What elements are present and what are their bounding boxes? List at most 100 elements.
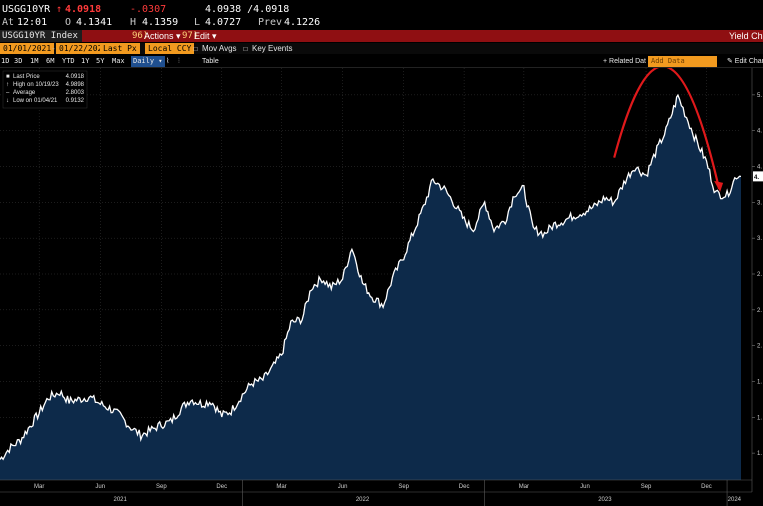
up-arrow-icon: ↑ (56, 4, 63, 15)
legend-box (2, 70, 88, 109)
x-tick-label: Dec (701, 484, 712, 490)
last-price-swatch-icon: ■ (6, 74, 10, 80)
last-value-tag-text: 4. (754, 175, 759, 181)
related-date-button[interactable]: + Related Dat (603, 58, 646, 65)
edit-menu[interactable]: Edit ▾ (194, 31, 217, 41)
year-label: 2024 (728, 497, 742, 503)
y-tick-label: 1. (757, 451, 762, 457)
y-tick-label: 2. (757, 344, 762, 350)
legend-label: Low on 01/04/21 (13, 98, 58, 104)
legend-value: 4.0918 (66, 74, 85, 80)
x-tick-label: Mar (519, 484, 529, 490)
y-tick-label: 5. (757, 93, 762, 99)
net-change: -.0307 (130, 4, 167, 15)
year-label: 2021 (114, 497, 128, 503)
y-axis: 1. 1. 1. 2. 2. 2. 3. 3. 4. 4. 5. (752, 93, 762, 457)
last-value-tag-group: 4. (753, 171, 763, 182)
end-date-field[interactable]: 01/22/2024 (56, 43, 111, 54)
x-tick-label: Jun (580, 484, 590, 490)
period-ytd[interactable]: YTD (62, 57, 75, 65)
x-tick-label: Mar (276, 484, 286, 490)
period-max[interactable]: Max (112, 57, 125, 65)
add-data-field[interactable]: Add Data (648, 56, 717, 67)
ticker-symbol[interactable]: USGG10YR (2, 4, 51, 15)
x-tick-label: Mar (34, 484, 44, 490)
edit-chart-button[interactable]: ✎ Edit Char (727, 58, 763, 65)
y-tick-label: 3. (757, 200, 762, 206)
x-tick-label: Sep (398, 484, 409, 490)
prev-value: 4.1226 (284, 17, 321, 28)
annotation (613, 68, 724, 192)
x-tick-label: Jun (95, 484, 105, 490)
table-button[interactable]: Table (202, 58, 219, 65)
mov-avgs-label: Mov Avgs (202, 44, 237, 53)
x-tick-label: Dec (459, 484, 470, 490)
low-arrow-icon: ↓ (6, 98, 9, 104)
high-value: 4.1359 (142, 17, 179, 28)
high-label: H (130, 17, 137, 28)
chart-type-title: Yield Cha (729, 31, 763, 41)
legend-label: Last Price (13, 74, 40, 80)
key-events-checkbox[interactable]: ☐ (243, 44, 248, 53)
legend-label: Average (13, 90, 36, 96)
prev-label: Prev (258, 17, 283, 28)
y-tick-label: 4. (757, 129, 762, 135)
mov-avgs-checkbox[interactable]: ☐ (193, 44, 198, 53)
security-field[interactable]: USGG10YR Index (0, 30, 82, 42)
start-date-field[interactable]: 01/01/2021 (0, 43, 55, 54)
legend-value: 0.9132 (66, 98, 85, 104)
legend-value: 4.9898 (66, 82, 85, 88)
area-fill (0, 95, 741, 480)
time-label: At (2, 17, 15, 28)
y-tick-label: 2. (757, 308, 762, 314)
low-label: L (194, 17, 201, 28)
average-dash-icon: – (6, 90, 10, 96)
yield-chart[interactable]: 1. 1. 1. 2. 2. 2. 3. 3. 4. 4. 5. Mar Jun Sep Dec Mar Ju… (0, 68, 763, 506)
y-tick-label: 4. (757, 165, 762, 171)
period-6m[interactable]: 6M (46, 57, 55, 65)
key-events-label: Key Events (252, 44, 293, 53)
open-label: O (65, 17, 72, 28)
x-tick-label: Sep (641, 484, 652, 490)
y-tick-label: 2. (757, 272, 762, 278)
period-1m[interactable]: 1M (30, 57, 39, 65)
quote-header: USGG10YR ↑ 4.0918 -.0307 4.0938 /4.0918 … (0, 0, 763, 30)
arrowhead-icon (714, 180, 724, 192)
period-1y[interactable]: 1Y (81, 57, 90, 65)
legend-label: High on 10/19/23 (13, 82, 59, 88)
actions-menu[interactable]: Actions ▾ (144, 31, 181, 41)
currency-select[interactable]: Local CCY (145, 43, 195, 54)
edit-number: 97) (182, 31, 199, 41)
legend: ■ Last Price 4.0918 ↑ High on 10/19/23 4.9898… (2, 70, 88, 109)
last-price: 4.0918 (65, 4, 102, 15)
bid-ask: 4.0938 /4.0918 (205, 4, 290, 15)
x-tick-label: Jun (338, 484, 348, 490)
y-tick-label: 1. (757, 379, 762, 385)
y-tick-label: 3. (757, 236, 762, 242)
high-arrow-icon: ↑ (6, 82, 9, 88)
y-tick-label: 1. (757, 415, 762, 421)
date-separator: - (51, 44, 56, 53)
period-5y[interactable]: 5Y (96, 57, 105, 65)
year-label: 2022 (356, 497, 370, 503)
legend-value: 2.8003 (66, 90, 85, 96)
period-bar: 1D 3D 1M 6M YTD 1Y 5Y Max Daily ▾ ⌇ ⫶ Ta… (0, 56, 763, 68)
x-tick-label: Dec (216, 484, 227, 490)
title-bar: USGG10YR Index 96) Actions ▾ 97) Edit ▾ … (0, 30, 763, 42)
red-arc (613, 68, 721, 190)
frequency-select[interactable]: Daily ▾ (131, 56, 165, 67)
period-1d[interactable]: 1D (1, 57, 10, 65)
period-3d[interactable]: 3D (14, 57, 23, 65)
price-line (0, 93, 742, 461)
price-field-select[interactable]: Last Px (100, 43, 140, 54)
bar-chart-icon[interactable]: ⫶ (178, 57, 180, 65)
x-tick-label: Sep (156, 484, 167, 490)
last-value-tag (753, 171, 763, 182)
quote-time: 12:01 (17, 17, 48, 28)
settings-bar: 01/01/2021 - 01/22/2024 Last Px Local CC… (0, 43, 763, 54)
year-label: 2023 (598, 497, 612, 503)
actions-number: 96) (132, 31, 149, 41)
open-value: 4.1341 (76, 17, 113, 28)
line-chart-icon[interactable]: ⌇ (166, 57, 170, 65)
x-axis: Mar Jun Sep Dec Mar Jun Sep Dec Mar Jun Sep Dec 2021… (34, 480, 742, 506)
